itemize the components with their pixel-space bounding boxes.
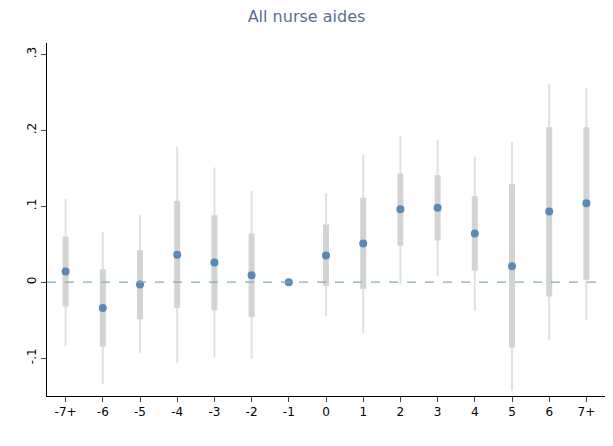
svg-text:-1: -1 [283, 405, 295, 419]
svg-text:4: 4 [471, 405, 479, 419]
svg-text:1: 1 [359, 405, 367, 419]
svg-text:2: 2 [397, 405, 405, 419]
svg-text:.2: .2 [25, 123, 39, 134]
svg-text:-6: -6 [97, 405, 109, 419]
svg-text:-.1: -.1 [25, 348, 39, 364]
svg-text:3: 3 [434, 405, 442, 419]
svg-text:0: 0 [322, 405, 330, 419]
svg-text:0: 0 [25, 277, 39, 285]
svg-text:.1: .1 [25, 199, 39, 210]
svg-text:7+: 7+ [578, 405, 596, 419]
svg-text:.3: .3 [25, 47, 39, 58]
svg-text:6: 6 [545, 405, 553, 419]
svg-text:-2: -2 [246, 405, 258, 419]
svg-text:5: 5 [508, 405, 516, 419]
svg-text:-3: -3 [208, 405, 220, 419]
svg-text:-7+: -7+ [55, 405, 77, 419]
svg-text:-4: -4 [171, 405, 183, 419]
svg-text:-5: -5 [134, 405, 146, 419]
svg-text:All nurse aides: All nurse aides [248, 7, 366, 26]
